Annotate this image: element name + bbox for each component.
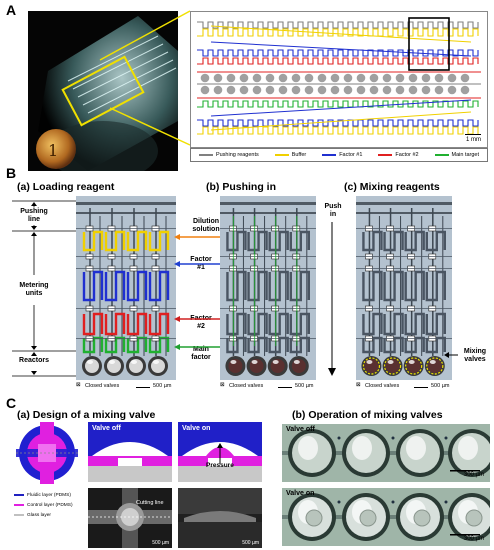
- label-factor-1: Factor #1: [190, 256, 212, 271]
- panel-b-letter: B: [6, 165, 17, 181]
- left-brackets: [12, 200, 76, 377]
- valve-off-svg: [88, 442, 172, 482]
- valve-legend-a: ⊠ Closed valves 500 µm: [76, 382, 216, 391]
- valve-on-svg: [178, 442, 262, 482]
- micrograph-pushing: [220, 196, 316, 380]
- channel-schematic: 1 mm: [190, 11, 488, 148]
- svg-text:1: 1: [48, 141, 58, 160]
- operation-off-svg: [282, 424, 490, 482]
- legend-label: Buffer: [291, 152, 307, 158]
- panel-c-title-b: (b) Operation of mixing valves: [292, 409, 443, 421]
- reagent-arrows: [174, 234, 220, 350]
- closed-valves-label-b: Closed valves: [229, 383, 264, 389]
- scale-bar-b: [278, 387, 292, 388]
- valve-top-view: [16, 422, 78, 484]
- label-reactors: Reactors: [19, 357, 49, 364]
- layer-label: Control layer (PDMS): [27, 502, 73, 508]
- scale-bar-c: [414, 387, 428, 388]
- layer-legend-entry: Fluidic layer (PDMS): [14, 490, 84, 500]
- legend-label: Pushing reagents: [215, 152, 259, 158]
- closed-valves-label-c: Closed valves: [365, 383, 400, 389]
- valve-on-section: Valve on Pressure: [178, 422, 262, 482]
- legend-entry: Buffer: [274, 152, 307, 158]
- mixing-valves-arrow: [444, 352, 458, 358]
- label-mixing-valves: Mixing valves: [463, 348, 487, 363]
- valve-legend-b: ⊠ Closed valves 500 µm: [220, 382, 360, 391]
- layer-swatch: [14, 494, 24, 496]
- legend-entry: Factor #2: [378, 152, 419, 158]
- micrograph-loading: [76, 196, 176, 380]
- layer-legend: Fluidic layer (PDMS) Control layer (PDMS)…: [14, 490, 84, 524]
- label-push-in: Push in: [324, 203, 342, 218]
- sem-top-svg: [88, 488, 172, 548]
- scale-label-c: 500 µm: [431, 383, 450, 389]
- closed-valves-label-a: Closed valves: [85, 383, 120, 389]
- closed-valve-icon: ⊠: [356, 382, 361, 388]
- micrograph-mixing-svg: [356, 196, 452, 380]
- operation-scale-on: 300 µm: [463, 536, 484, 542]
- legend-entry: Main target: [434, 152, 480, 158]
- legend-swatch: [378, 154, 393, 156]
- legend-entry: Pushing reagents: [198, 152, 259, 158]
- layer-label: Fluidic layer (PDMS): [27, 492, 71, 498]
- valve-on-label: Valve on: [182, 425, 211, 432]
- sem-top-view: Cutting line 500 µm: [88, 488, 172, 548]
- operation-valve-off-label: Valve off: [286, 426, 315, 433]
- schematic-scale-label: 1 mm: [466, 137, 481, 143]
- operation-scale-off: 300 µm: [463, 472, 484, 478]
- valve-off-label: Valve off: [92, 425, 121, 432]
- push-in-arrow: [328, 222, 336, 376]
- label-pushing-line: Pushing line: [20, 208, 48, 223]
- panel-c-title-a: (a) Design of a mixing valve: [17, 409, 156, 421]
- legend-entry: Factor #1: [322, 152, 362, 158]
- sem-scale-label-1: 500 µm: [152, 540, 169, 546]
- cutting-line-label: Cutting line: [136, 500, 164, 506]
- closed-valve-icon: ⊠: [76, 382, 81, 388]
- valve-legend-c: ⊠ Closed valves 500 µm: [356, 382, 492, 391]
- micrograph-mixing: [356, 196, 452, 380]
- panel-c-letter: C: [6, 395, 17, 411]
- legend-swatch: [322, 154, 337, 156]
- legend-label: Factor #1: [339, 152, 363, 158]
- legend-label: Main target: [451, 152, 480, 158]
- operation-on-svg: [282, 488, 490, 546]
- panel-b-title-a: (a) Loading reagent: [17, 181, 115, 193]
- layer-swatch: [14, 514, 24, 516]
- panel-b-title-b: (b) Pushing in: [206, 181, 276, 193]
- legend-swatch: [434, 154, 449, 156]
- zoom-lines: [99, 10, 191, 146]
- valve-off-section: Valve off: [88, 422, 172, 482]
- panel-a-legend: Pushing reagents Buffer Factor #1 Factor #2…: [190, 148, 488, 162]
- sem-scale-label-2: 500 µm: [242, 540, 259, 546]
- operation-valve-on-label: Valve on: [286, 490, 315, 497]
- label-main-factor: Main factor: [191, 346, 211, 361]
- scale-label-a: 500 µm: [153, 383, 172, 389]
- legend-swatch: [198, 154, 213, 156]
- layer-label: Glass layer: [27, 512, 51, 518]
- sem-cross-section: 500 µm: [178, 488, 262, 548]
- schematic-scale-bar: [465, 133, 481, 135]
- layer-legend-entry: Glass layer: [14, 510, 84, 520]
- schematic-svg: [197, 17, 481, 135]
- micrograph-loading-svg: [76, 196, 176, 380]
- operation-valve-off-photo: Valve off 300 µm: [282, 424, 490, 482]
- legend-swatch: [274, 154, 289, 156]
- panel-b-title-c: (c) Mixing reagents: [344, 181, 440, 193]
- sem-cross-svg: [178, 488, 262, 548]
- closed-valve-icon: ⊠: [220, 382, 225, 388]
- panel-a-letter: A: [6, 2, 17, 18]
- scale-label-b: 500 µm: [295, 383, 314, 389]
- label-metering-units: Metering units: [19, 282, 49, 297]
- label-dilution-solution: Dilution solution: [192, 218, 220, 233]
- scale-bar-a: [136, 387, 150, 388]
- legend-label: Factor #2: [395, 152, 419, 158]
- operation-valve-on-photo: Valve on 300 µm: [282, 488, 490, 546]
- pressure-label: Pressure: [206, 462, 234, 469]
- layer-swatch: [14, 504, 24, 506]
- micrograph-pushing-svg: [220, 196, 316, 380]
- layer-legend-entry: Control layer (PDMS): [14, 500, 84, 510]
